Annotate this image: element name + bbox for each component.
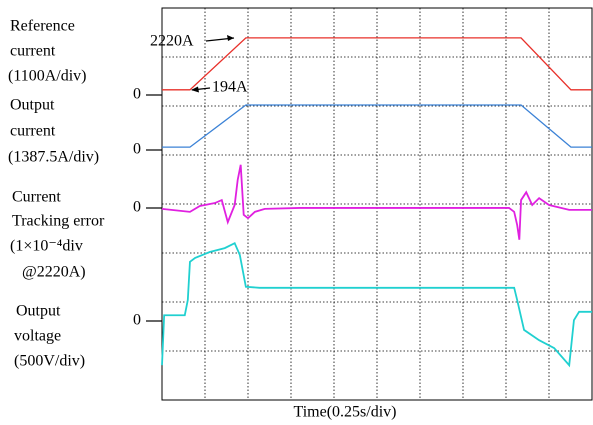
zero-label: 0	[133, 86, 141, 103]
zero-label: 0	[133, 141, 141, 158]
trace-label: Output	[10, 97, 55, 114]
trace-label: (500V/div)	[14, 353, 85, 370]
annotation: 194A	[212, 79, 248, 96]
trace-label: Output	[16, 303, 61, 320]
trace-label: voltage	[14, 328, 61, 345]
trace-label: @2220A)	[22, 264, 86, 281]
trace-label: current	[10, 43, 56, 60]
trace	[162, 104, 592, 148]
zero-label: 0	[133, 199, 141, 216]
x-axis-label: Time(0.25s/div)	[294, 404, 397, 421]
trace	[162, 37, 592, 91]
trace	[161, 164, 592, 240]
trace-label: Current	[12, 189, 61, 206]
trace-label: Reference	[10, 18, 75, 35]
arrow-head	[191, 86, 199, 93]
trace-label: (1387.5A/div)	[8, 149, 99, 166]
trace-label: Tracking error	[12, 213, 105, 230]
annotation: 2220A	[150, 33, 194, 50]
trace-label: current	[10, 123, 56, 140]
zero-label: 0	[133, 312, 141, 329]
arrow-head	[227, 35, 234, 41]
trace-label: (1×10⁻⁴div	[10, 238, 83, 255]
plot-frame	[161, 7, 593, 401]
trace-label: (1100A/div)	[8, 68, 87, 85]
trace	[161, 241, 592, 368]
